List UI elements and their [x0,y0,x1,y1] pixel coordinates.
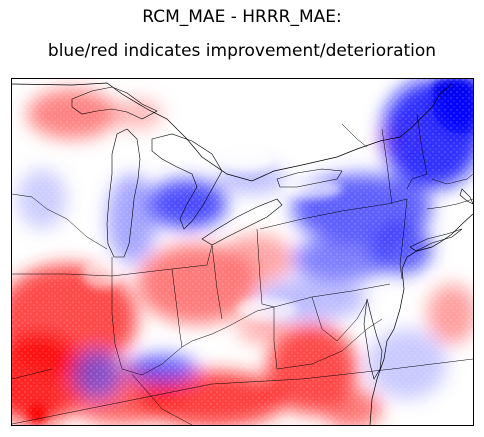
lake-ontario [276,168,343,188]
chesapeake-bay [363,298,383,380]
coastline [369,213,473,425]
difference-field [12,79,473,425]
long-island [409,228,463,252]
map-panel [11,78,474,426]
figure-title: RCM_MAE - HRRR_MAE: [142,7,342,27]
cape-cod [459,188,473,205]
figure-subtitle: blue/red indicates improvement/deteriora… [47,41,437,61]
lake-michigan [106,128,141,258]
country-border [12,82,453,182]
lake-superior [71,86,158,120]
boundary-lines [12,82,473,425]
lake-huron [151,133,223,230]
lake-erie [201,198,283,246]
map-canvas [12,79,473,425]
